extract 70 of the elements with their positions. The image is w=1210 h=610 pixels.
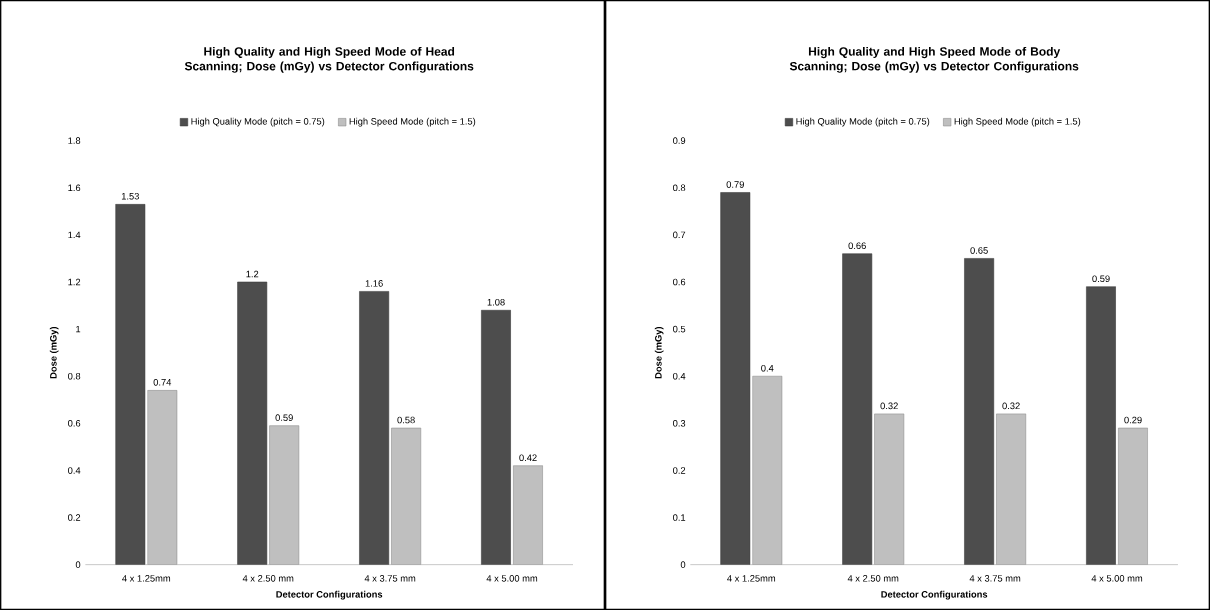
data-label: 0.4 — [761, 364, 774, 372]
y-tick-label: 1.4 — [68, 231, 81, 239]
y-tick-label: 0.8 — [68, 372, 81, 380]
bar — [1086, 286, 1116, 565]
data-label: 0.66 — [848, 242, 866, 250]
bar — [237, 281, 268, 565]
x-tick-label: 4 x 2.50 mm — [242, 575, 294, 582]
x-axis-title: Detector Configurations — [276, 590, 383, 600]
legend-label: High Quality Mode (pitch = 0.75) — [796, 117, 930, 127]
x-tick-label: 4 x 3.75 mm — [364, 575, 416, 582]
y-tick-label: 0.7 — [673, 231, 686, 239]
data-label: 1.2 — [246, 270, 259, 278]
data-label: 0.58 — [397, 416, 415, 424]
y-tick-label: 0.8 — [673, 184, 686, 192]
bar — [1118, 427, 1148, 565]
data-label: 1.16 — [365, 280, 383, 287]
bar — [115, 203, 146, 565]
y-tick-label: 0.6 — [673, 278, 686, 286]
data-label: 0.79 — [726, 181, 744, 188]
x-tick-label: 4 x 5.00 mm — [1091, 575, 1143, 582]
y-tick-label: 0.5 — [673, 325, 686, 333]
bar — [359, 291, 390, 565]
y-tick-label: 0 — [680, 561, 686, 568]
bar — [996, 413, 1027, 565]
data-label: 0.59 — [275, 414, 293, 421]
y-tick-label: 0.3 — [673, 420, 686, 427]
data-label: 0.32 — [880, 402, 898, 410]
bar — [964, 258, 995, 565]
x-axis-title: Detector Configurations — [881, 590, 988, 600]
bar — [147, 390, 178, 565]
data-label: 1.53 — [121, 192, 139, 200]
data-label: 0.32 — [1002, 402, 1020, 410]
y-axis-title: Dose (mGy) — [49, 326, 59, 379]
chart-title: High Quality and High Speed Mode of Head Scanning; Dose (mGy) vs Detector Configurations — [184, 46, 474, 73]
data-label: 0.65 — [970, 247, 988, 254]
data-label: 1.08 — [487, 298, 505, 306]
chart-title: High Quality and High Speed Mode of Body Scanning; Dose (mGy) vs Detector Configurations — [789, 46, 1079, 73]
y-axis-title: Dose (mGy) — [654, 326, 664, 379]
bar — [752, 375, 783, 565]
y-tick-label: 1.8 — [68, 137, 81, 144]
data-label: 0.59 — [1092, 275, 1110, 282]
bar — [842, 253, 873, 565]
legend-label: High Speed Mode (pitch = 1.5) — [349, 117, 476, 127]
bar — [481, 309, 511, 565]
x-tick-label: 4 x 1.25mm — [122, 575, 171, 582]
y-tick-label: 0.9 — [673, 137, 686, 144]
y-tick-label: 0.2 — [68, 514, 81, 521]
y-tick-label: 0.4 — [673, 372, 686, 380]
bar — [720, 192, 751, 565]
bar — [874, 413, 905, 565]
bar — [513, 465, 543, 565]
y-tick-label: 0.4 — [68, 467, 81, 474]
y-tick-label: 0.6 — [68, 420, 81, 427]
x-tick-label: 4 x 1.25mm — [727, 575, 776, 582]
data-label: 0.74 — [153, 379, 172, 386]
data-label: 0.29 — [1124, 416, 1142, 424]
x-tick-label: 4 x 3.75 mm — [969, 575, 1021, 582]
y-tick-label: 1.6 — [68, 184, 81, 192]
bar — [391, 427, 422, 565]
legend-label: High Speed Mode (pitch = 1.5) — [954, 117, 1081, 127]
y-tick-label: 0.2 — [673, 467, 686, 474]
y-tick-label: 1.2 — [68, 278, 81, 286]
x-tick-label: 4 x 5.00 mm — [486, 575, 538, 582]
y-tick-label: 0.1 — [673, 514, 686, 521]
y-tick-label: 0 — [75, 561, 81, 568]
x-tick-label: 4 x 2.50 mm — [847, 575, 899, 582]
y-tick-label: 1 — [76, 325, 81, 333]
legend-label: High Quality Mode (pitch = 0.75) — [191, 117, 325, 127]
data-label: 0.42 — [519, 454, 537, 461]
bar — [269, 425, 300, 565]
